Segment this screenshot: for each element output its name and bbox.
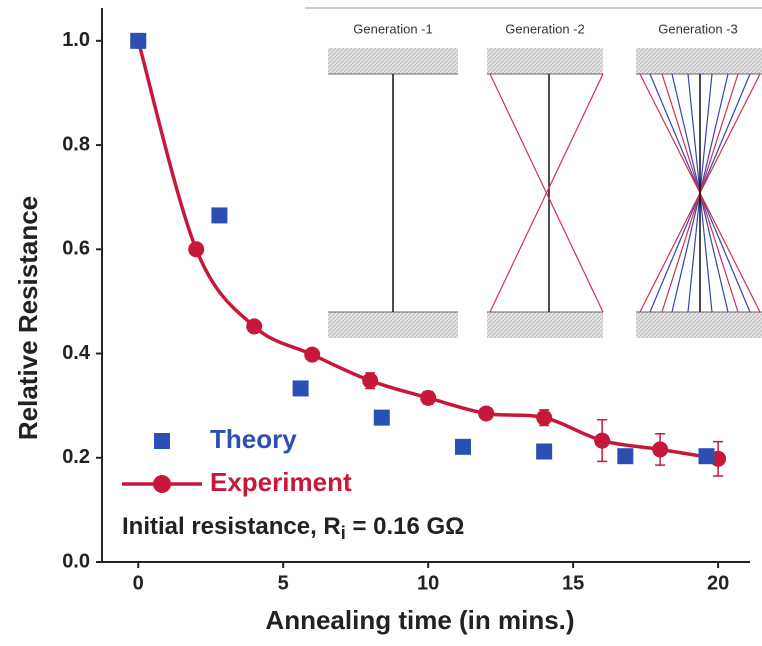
data-point <box>246 318 263 335</box>
x-tick-label: 10 <box>417 572 439 594</box>
data-point <box>536 409 553 426</box>
data-point <box>211 207 228 224</box>
data-point <box>652 441 669 458</box>
data-point <box>304 346 321 363</box>
data-point <box>617 448 634 465</box>
data-point <box>130 32 147 49</box>
data-point <box>362 372 379 389</box>
annotation: Initial resistance, Ri = 0.16 GΩ <box>122 513 464 542</box>
data-point <box>698 448 715 465</box>
data-point <box>478 405 495 422</box>
data-point <box>420 389 437 406</box>
legend-marker <box>153 475 171 493</box>
x-tick-label: 5 <box>278 572 289 594</box>
inset-label: Generation -3 <box>658 21 738 36</box>
y-tick-label: 1.0 <box>62 29 90 51</box>
x-tick-label: 15 <box>562 572 584 594</box>
inset-label: Generation -1 <box>353 21 433 36</box>
annotation-text: Initial resistance, R <box>122 513 341 540</box>
data-point <box>292 380 309 397</box>
legend-marker <box>154 433 170 449</box>
data-point <box>536 443 553 460</box>
inset-label: Generation -2 <box>505 21 585 36</box>
inset-diagram: Generation -1 Generation -2 Generation -… <box>305 7 762 338</box>
x-tick-label: 20 <box>707 572 729 594</box>
y-tick-label: 0.2 <box>62 446 90 468</box>
legend-label: Experiment <box>210 467 352 497</box>
y-axis-title: Relative Resistance <box>13 196 43 440</box>
data-point <box>594 432 611 449</box>
y-tick-label: 0.8 <box>62 133 90 155</box>
legend-label: Theory <box>210 424 297 454</box>
annotation-subscript: i <box>341 523 346 543</box>
annotation-suffix: = 0.16 GΩ <box>346 513 465 540</box>
data-point <box>454 438 471 455</box>
y-tick-label: 0.0 <box>62 550 90 572</box>
data-point <box>373 409 390 426</box>
data-point <box>188 241 205 258</box>
y-tick-label: 0.4 <box>62 342 91 364</box>
x-tick-label: 0 <box>133 572 144 594</box>
y-tick-label: 0.6 <box>62 238 90 260</box>
x-axis-title: Annealing time (in mins.) <box>265 605 574 635</box>
